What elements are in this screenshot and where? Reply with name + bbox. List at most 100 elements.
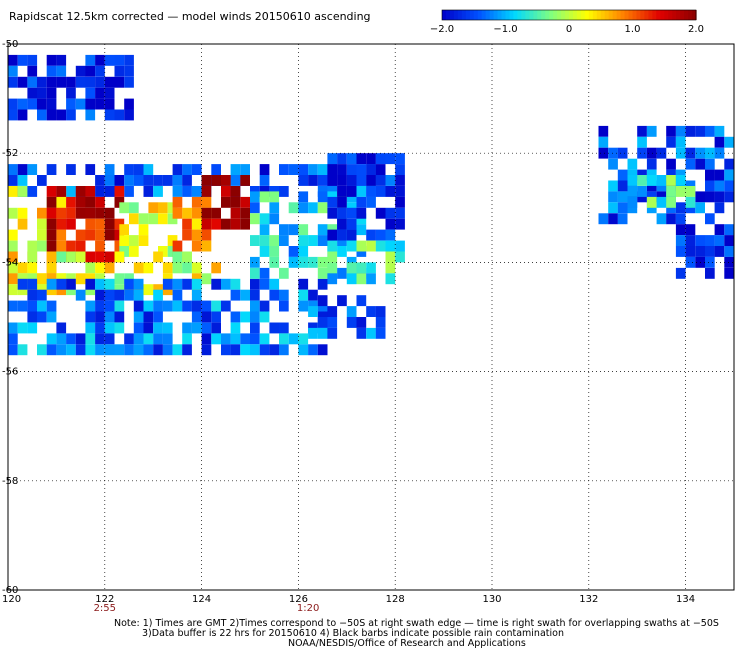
colorbar-swatch	[537, 10, 542, 20]
wind-cell	[75, 196, 86, 208]
wind-cell	[66, 344, 76, 356]
colorbar-swatch	[497, 10, 503, 20]
colorbar-swatch	[628, 10, 634, 20]
wind-cell	[356, 164, 367, 175]
wind-cell	[714, 224, 725, 236]
colorbar-swatch	[632, 10, 638, 20]
wind-cell	[104, 322, 115, 334]
wind-cell	[685, 158, 696, 170]
wind-cell	[85, 207, 96, 219]
wind-cell	[37, 207, 47, 219]
wind-cell	[337, 186, 347, 197]
wind-cell	[221, 186, 231, 197]
wind-cell	[695, 246, 705, 257]
colorbar-swatch	[493, 10, 499, 20]
wind-cell	[56, 229, 67, 241]
colorbar-swatch	[445, 10, 451, 20]
colorbar-swatch	[616, 10, 622, 20]
note-line-1: Note: 1) Times are GMT 2)Times correspon…	[114, 618, 719, 629]
wind-cell	[366, 153, 376, 165]
wind-cell	[327, 175, 338, 186]
wind-cell	[327, 229, 338, 241]
wind-cell	[27, 289, 38, 301]
colorbar-swatch	[569, 10, 574, 20]
wind-cell	[27, 65, 38, 77]
wind-cell	[298, 256, 309, 268]
wind-cell	[656, 180, 667, 192]
wind-cell	[346, 273, 357, 285]
wind-cell	[162, 273, 173, 285]
wind-cell	[172, 344, 183, 356]
wind-cell	[66, 207, 76, 219]
wind-cell	[129, 202, 139, 214]
wind-cell	[85, 278, 96, 290]
wind-cell	[95, 278, 105, 290]
wind-cell	[724, 191, 734, 203]
wind-cell	[56, 186, 67, 197]
y-tick-label: -52	[2, 148, 18, 159]
wind-cell	[337, 246, 347, 257]
wind-cell	[356, 224, 367, 236]
wind-cell	[162, 300, 173, 312]
wind-cell	[27, 311, 38, 323]
wind-cell	[138, 235, 149, 246]
wind-cell	[143, 186, 154, 197]
wind-cell	[85, 300, 96, 312]
wind-cell	[724, 180, 734, 192]
wind-cell	[8, 76, 18, 88]
y-tick-label: -58	[2, 476, 18, 487]
colorbar-swatch	[517, 10, 522, 20]
wind-cell	[666, 175, 676, 186]
wind-cell	[385, 207, 396, 219]
wind-cell	[317, 344, 328, 356]
wind-cell	[153, 311, 163, 323]
wind-cell	[201, 333, 212, 345]
wind-cell	[124, 333, 134, 345]
wind-cell	[85, 109, 96, 121]
wind-cell	[269, 191, 280, 203]
wind-cell	[356, 175, 367, 186]
wind-cell	[27, 240, 38, 252]
wind-cell	[724, 235, 734, 246]
wind-cell	[27, 87, 38, 99]
wind-cell	[17, 273, 28, 285]
wind-cell	[714, 169, 725, 181]
wind-cell	[211, 175, 221, 186]
wind-cell	[158, 202, 168, 214]
wind-cell	[375, 175, 386, 186]
wind-cell	[608, 180, 618, 192]
wind-cell	[182, 251, 192, 263]
wind-cell	[366, 175, 376, 186]
wind-cell	[66, 76, 76, 88]
wind-cell	[656, 213, 667, 225]
wind-cell	[182, 229, 192, 241]
wind-cell	[230, 175, 241, 186]
wind-cell	[66, 109, 76, 121]
wind-cell	[17, 54, 28, 66]
colorbar-swatch	[608, 10, 614, 20]
wind-cell	[346, 240, 357, 252]
wind-cell	[27, 186, 38, 197]
wind-cell	[162, 175, 173, 186]
wind-cell	[167, 213, 178, 225]
wind-cell	[114, 65, 125, 77]
wind-cell	[385, 175, 396, 186]
wind-cell	[85, 65, 96, 77]
wind-cell	[375, 164, 386, 175]
colorbar-swatch	[521, 10, 526, 20]
wind-cell	[240, 175, 250, 186]
wind-cell	[114, 322, 125, 334]
wind-cell	[172, 278, 183, 290]
wind-cell	[395, 153, 405, 165]
wind-cell	[85, 311, 96, 323]
wind-cell	[705, 246, 715, 257]
colorbar-swatch	[485, 10, 491, 20]
wind-cell	[308, 202, 318, 214]
wind-cell	[240, 196, 250, 208]
wind-cell	[308, 164, 318, 175]
wind-cell	[17, 344, 28, 356]
wind-cell	[85, 54, 96, 66]
x-tick-labels: 120 122 124 126 128 130 132 134	[2, 594, 695, 605]
wind-cell	[221, 218, 231, 230]
colorbar-swatch	[461, 10, 467, 20]
